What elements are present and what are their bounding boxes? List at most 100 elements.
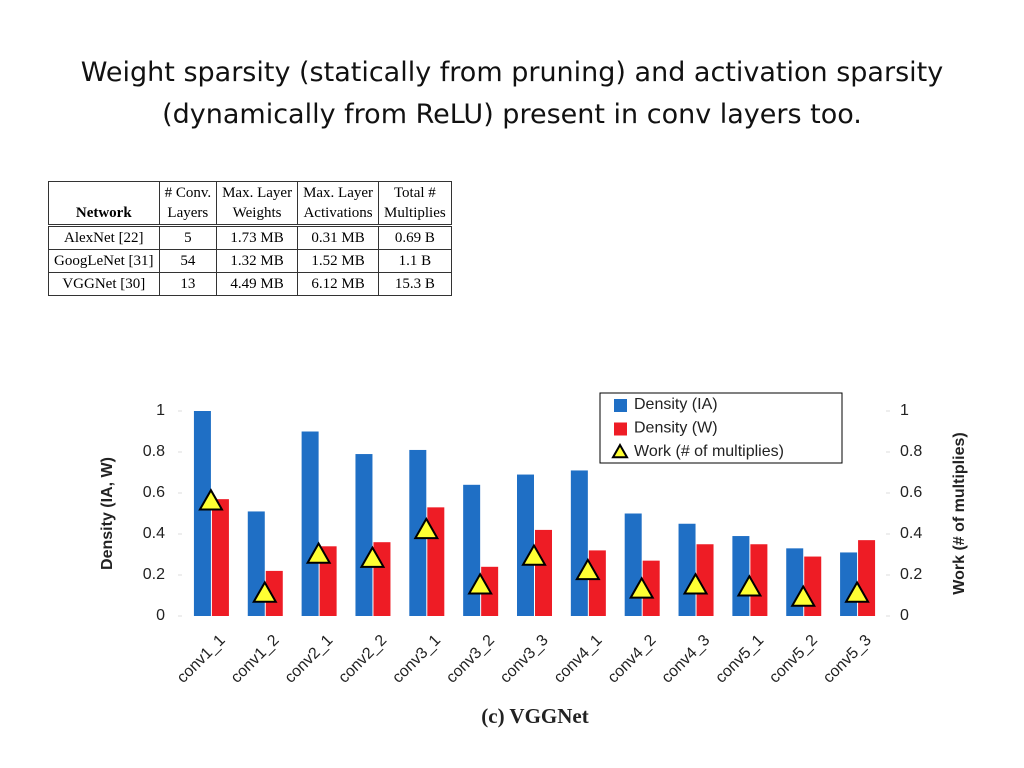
header-cell: # Conv. Layers xyxy=(158,181,218,226)
bar xyxy=(696,544,714,616)
work-marker xyxy=(359,545,386,568)
x-tick-label: conv3_2 xyxy=(443,632,498,687)
header-line: Total # xyxy=(393,185,436,201)
caption: (c) VGGNet xyxy=(481,704,589,728)
y-tick-label: 0.8 xyxy=(143,443,165,460)
header-line: Max. Layer xyxy=(303,185,374,201)
legend-swatch xyxy=(611,442,629,459)
bar xyxy=(265,570,283,616)
bar xyxy=(570,470,588,616)
x-tick-label: conv5_1 xyxy=(712,632,767,687)
table-row: VGGNet [30] 13 4.49 MB 6.12 MB 15.3 B xyxy=(48,272,452,296)
chart: 0 0.2 0.4 0.6 0.8 1 0 0.2 0.4 0.6 0.8 1 Density (IA,… xyxy=(99,392,968,728)
header-cell: Max. Layer Activations xyxy=(297,181,380,226)
legend-label: Density (IA) xyxy=(634,396,718,413)
network-table: Network # Conv. Layers Max. Layer Weights Max… xyxy=(48,181,452,296)
work-marker xyxy=(305,541,332,564)
table-cell: 0.69 B xyxy=(378,224,452,250)
work-marker xyxy=(521,543,547,566)
header-line: # Conv. xyxy=(164,185,212,201)
x-tick-label: conv2_2 xyxy=(335,632,390,687)
table-body: AlexNet [22] 5 1.73 MB 0.31 MB 0.69 B GoogLeN… xyxy=(48,224,452,296)
x-tick-label: conv4_1 xyxy=(551,632,606,687)
header-line: Max. Layer xyxy=(222,185,293,201)
bar xyxy=(463,484,481,616)
table-cell: 4.49 MB xyxy=(216,272,299,296)
y2-tick-label: 0.2 xyxy=(900,566,922,583)
y2-tick-label: 0.6 xyxy=(900,484,922,501)
bar xyxy=(588,550,606,616)
work-marker xyxy=(252,580,278,603)
x-tick-label: conv3_1 xyxy=(389,632,444,687)
work-marker xyxy=(844,580,870,603)
header-line: Weights xyxy=(232,205,282,221)
table-cell: 5 xyxy=(158,224,218,250)
y2-tick-label: 0.4 xyxy=(900,525,922,542)
y2-tick-label: 1 xyxy=(900,402,909,419)
work-marker xyxy=(413,516,440,540)
y-axis-label: Density (IA, W) xyxy=(99,457,116,570)
table-row: AlexNet [22] 5 1.73 MB 0.31 MB 0.69 B xyxy=(48,224,452,250)
table-cell: 1.32 MB xyxy=(216,249,299,273)
y-tick-label: 1 xyxy=(156,402,165,419)
bar xyxy=(193,411,211,616)
legend-swatch xyxy=(614,422,627,436)
x-tick-label: conv5_2 xyxy=(766,632,821,687)
title-line: Weight sparsity (statically from pruning… xyxy=(80,57,944,88)
slide-title: Weight sparsity (statically from pruning… xyxy=(40,52,984,136)
bar xyxy=(732,536,750,616)
x-tick-label: conv1_1 xyxy=(174,632,229,687)
bar xyxy=(301,431,319,616)
header-line: Activations xyxy=(303,205,373,221)
legend-swatch xyxy=(614,399,627,412)
bar xyxy=(804,556,822,616)
bar xyxy=(642,560,660,616)
y-tick-label: 0.6 xyxy=(143,484,165,501)
table-cell: 15.3 B xyxy=(378,272,452,296)
work-marker xyxy=(575,557,601,581)
y2-axis-label: Work (# of multiplies) xyxy=(951,432,968,594)
work-marker xyxy=(682,572,709,595)
x-tick-label: conv4_2 xyxy=(605,632,660,687)
table-cell: VGGNet [30] xyxy=(48,272,160,296)
header-line: Multiplies xyxy=(384,205,446,221)
y2-tick-label: 0.8 xyxy=(900,443,922,460)
x-tick-label: conv5_3 xyxy=(820,632,875,687)
header-cell: Max. Layer Weights xyxy=(216,181,299,226)
y-tick-label: 0 xyxy=(156,607,165,624)
table-cell: 13 xyxy=(158,272,218,296)
x-tick-label: conv2_1 xyxy=(282,632,337,687)
header-cell: Total # Multiplies xyxy=(378,181,452,226)
bar xyxy=(517,474,534,616)
table-cell: 6.12 MB xyxy=(297,272,380,296)
work-marker xyxy=(736,574,763,597)
table-header: Network # Conv. Layers Max. Layer Weights Max… xyxy=(48,181,452,226)
table-cell: 1.1 B xyxy=(378,249,452,273)
bar xyxy=(750,544,768,616)
x-tick-label: conv1_2 xyxy=(228,632,283,687)
work-marker xyxy=(198,488,224,511)
bar xyxy=(535,529,552,616)
y-tick-label: 0.4 xyxy=(143,525,165,542)
table-cell: 0.31 MB xyxy=(297,224,380,250)
y2-tick-label: 0 xyxy=(900,607,909,624)
work-marker xyxy=(467,572,493,595)
legend-label: Density (W) xyxy=(634,420,718,437)
bar xyxy=(840,552,858,616)
bar xyxy=(624,513,642,616)
work-marker xyxy=(790,584,816,607)
x-tick-label: conv3_3 xyxy=(497,632,552,687)
header-cell: Network xyxy=(48,181,160,226)
header-line: Layers xyxy=(167,205,209,221)
bar xyxy=(355,454,373,616)
table-cell: AlexNet [22] xyxy=(48,224,160,250)
table-row: GoogLeNet [31] 54 1.32 MB 1.52 MB 1.1 B xyxy=(48,249,452,273)
table-cell: GoogLeNet [31] xyxy=(48,249,160,273)
y-tick-label: 0.2 xyxy=(143,566,165,583)
table-cell: 1.73 MB xyxy=(216,224,299,250)
bar xyxy=(858,540,876,616)
title-line: (dynamically from ReLU) present in conv … xyxy=(162,99,862,130)
legend-box xyxy=(599,392,843,464)
legend-label: Work (# of multiplies) xyxy=(634,443,784,460)
